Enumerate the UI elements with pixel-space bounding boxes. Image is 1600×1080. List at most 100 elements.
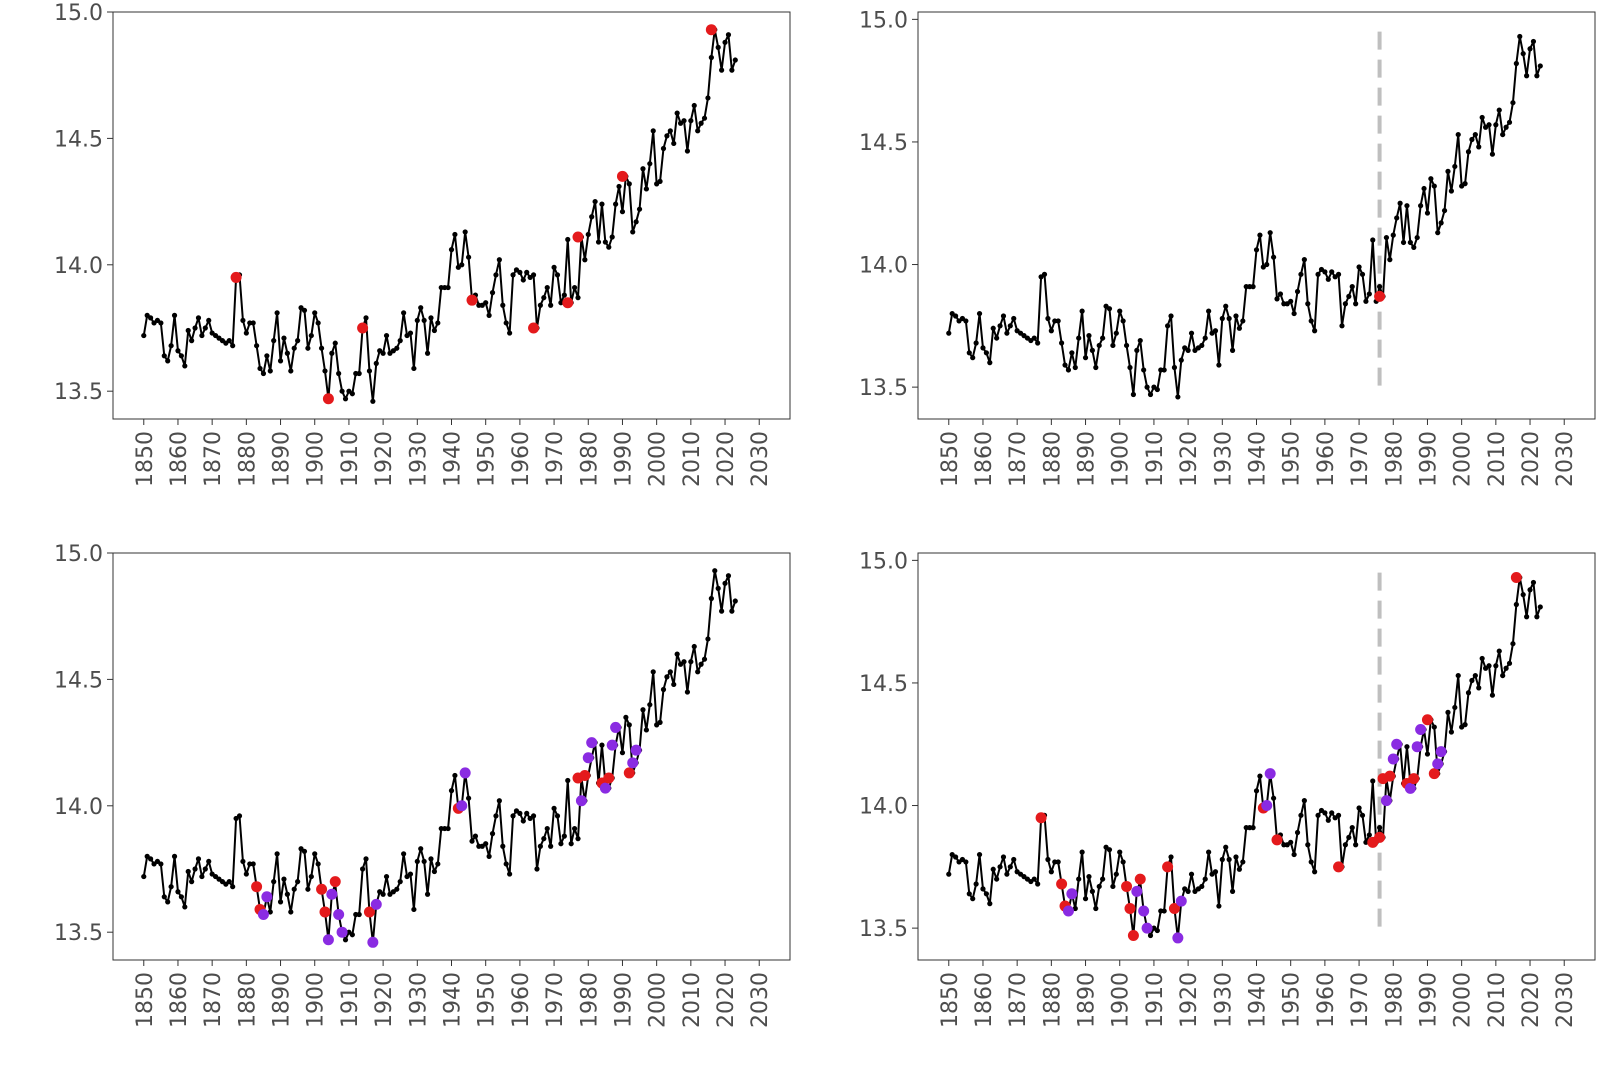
highlight-point-purple — [1387, 753, 1399, 765]
data-point — [1069, 350, 1075, 356]
data-point — [1325, 817, 1331, 823]
x-tick-label: 1890 — [270, 972, 295, 1028]
data-point — [1048, 328, 1054, 334]
x-tick-label: 1850 — [133, 972, 158, 1028]
data-point — [202, 325, 208, 331]
data-point — [250, 320, 256, 326]
data-point — [503, 861, 509, 867]
highlight-point-purple — [1391, 738, 1403, 750]
data-point — [987, 901, 993, 907]
data-point — [308, 332, 314, 339]
highlight-point-purple — [1062, 905, 1074, 917]
data-point — [1472, 672, 1478, 679]
highlight-point-purple — [456, 800, 468, 812]
highlight-point-red — [1056, 878, 1068, 890]
x-tick-label: 1910 — [338, 431, 363, 487]
data-point — [459, 262, 465, 268]
x-tick-label: 1920 — [1177, 972, 1202, 1028]
x-tick-label: 2030 — [748, 431, 773, 487]
data-point — [1188, 330, 1195, 336]
data-point — [192, 325, 198, 331]
data-point — [240, 858, 246, 865]
data-point — [1322, 269, 1328, 275]
data-point — [360, 866, 366, 872]
data-point — [1363, 298, 1369, 304]
data-point — [414, 317, 420, 324]
data-point — [684, 148, 691, 154]
highlight-point-red — [572, 231, 584, 243]
data-point — [1530, 38, 1537, 45]
data-point — [530, 813, 537, 819]
data-point — [1503, 124, 1509, 130]
highlight-point-purple — [367, 936, 379, 948]
data-point — [643, 727, 649, 733]
data-point — [1100, 876, 1106, 882]
data-point — [1298, 271, 1304, 277]
highlight-point-purple — [1066, 888, 1078, 900]
data-point — [1089, 888, 1095, 894]
highlight-point-red — [1124, 903, 1136, 915]
highlight-point-red — [579, 769, 591, 781]
x-tick-label: 1930 — [1211, 431, 1236, 487]
y-tick-label: 14.5 — [54, 668, 103, 693]
data-point — [401, 310, 407, 316]
data-point — [1301, 798, 1307, 804]
data-point — [1465, 149, 1472, 155]
data-point — [695, 128, 701, 134]
data-point — [1496, 107, 1502, 113]
x-tick-label: 1990 — [611, 972, 636, 1028]
highlight-point-purple — [1172, 932, 1184, 944]
data-point — [383, 873, 390, 880]
data-point — [1171, 364, 1178, 371]
data-point — [953, 313, 959, 319]
x-tick-label: 1920 — [1177, 431, 1202, 487]
data-point — [1353, 301, 1359, 307]
data-point — [1130, 391, 1137, 398]
data-point — [452, 772, 458, 779]
data-point — [558, 300, 564, 306]
data-point — [288, 368, 294, 374]
data-point — [250, 861, 256, 867]
data-point — [541, 836, 547, 842]
data-point — [312, 310, 318, 316]
data-point — [1455, 672, 1461, 679]
data-point — [1445, 168, 1451, 174]
data-point — [1527, 587, 1533, 593]
highlight-point-red — [1333, 861, 1345, 873]
data-point — [1465, 690, 1472, 696]
data-point — [1356, 805, 1362, 811]
data-point — [565, 236, 571, 243]
data-point — [657, 719, 663, 725]
data-point — [305, 886, 311, 892]
data-point — [1335, 812, 1342, 818]
data-point — [1353, 842, 1359, 848]
data-point — [1414, 234, 1420, 241]
data-point — [1079, 849, 1085, 855]
data-point — [1448, 729, 1454, 735]
data-point — [589, 214, 595, 220]
data-point — [691, 102, 697, 109]
data-point — [966, 891, 972, 897]
data-point — [424, 350, 431, 356]
data-point — [260, 370, 267, 377]
data-point — [271, 879, 277, 885]
data-point — [1270, 795, 1277, 801]
data-point — [366, 368, 373, 374]
data-point — [284, 350, 290, 356]
data-point — [288, 909, 294, 915]
data-point — [671, 140, 677, 147]
highlight-point-purple — [599, 782, 611, 794]
highlight-point-red — [1121, 880, 1133, 892]
y-tick-label: 15.0 — [859, 549, 908, 574]
x-tick-label: 1960 — [1314, 431, 1339, 487]
data-point — [1100, 335, 1106, 341]
data-point — [195, 315, 202, 321]
data-point — [640, 166, 646, 172]
highlight-point-red — [466, 294, 478, 306]
data-point — [1537, 604, 1543, 610]
data-point — [199, 332, 205, 339]
data-point — [1435, 230, 1441, 236]
y-tick-label: 14.5 — [54, 127, 103, 152]
highlight-point-red — [1271, 834, 1283, 846]
data-point — [973, 881, 979, 887]
